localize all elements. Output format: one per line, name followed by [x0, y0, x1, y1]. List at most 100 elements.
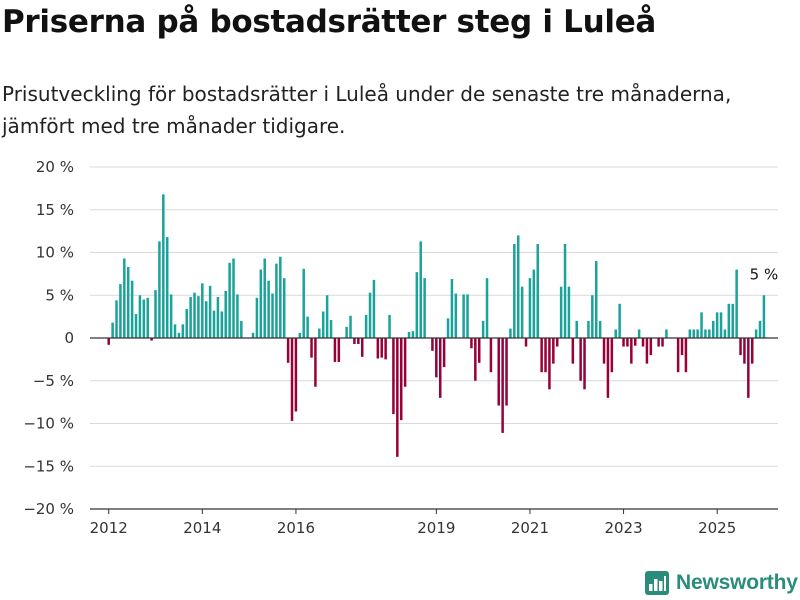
- bar: [310, 338, 313, 358]
- annotation: 5 %: [750, 265, 779, 283]
- bar: [364, 314, 368, 338]
- bar: [193, 292, 196, 338]
- bar: [548, 338, 551, 390]
- bar-chart: 2012 2014 2016 2019 2021 2023 2025 20 % 15 % 10 …: [23, 158, 779, 537]
- bar: [177, 332, 181, 338]
- bar: [513, 243, 516, 338]
- bar: [731, 303, 734, 338]
- bar: [715, 312, 719, 338]
- bar: [189, 296, 192, 338]
- grid-lines: [90, 166, 778, 510]
- bar: [119, 284, 122, 338]
- bar: [360, 338, 364, 357]
- bar: [419, 241, 422, 338]
- bar: [329, 320, 333, 338]
- bar: [212, 310, 216, 338]
- bar: [626, 338, 629, 347]
- bar: [645, 338, 649, 364]
- bar: [657, 338, 660, 347]
- bar: [610, 338, 614, 373]
- bar: [591, 295, 594, 338]
- y-tick-label: 10 %: [36, 244, 74, 262]
- bar: [286, 338, 290, 363]
- bar: [567, 286, 571, 338]
- bar: [661, 338, 664, 347]
- bar: [563, 243, 567, 338]
- bar: [637, 329, 641, 338]
- bar: [723, 329, 727, 338]
- bar: [130, 280, 134, 338]
- bar: [524, 338, 528, 347]
- bar: [204, 301, 208, 338]
- bar: [259, 269, 263, 338]
- bar: [407, 332, 411, 338]
- bar: [676, 338, 680, 373]
- bar: [618, 303, 621, 338]
- bar: [544, 338, 547, 373]
- bar: [684, 338, 688, 373]
- bar: [509, 328, 512, 338]
- bar: [579, 338, 582, 381]
- y-axis-labels: 20 % 15 % 10 % 5 % 0 −5 % −10 % −15 % −20 %: [23, 158, 74, 518]
- bar: [762, 295, 766, 338]
- bar: [739, 338, 742, 356]
- bar: [154, 290, 157, 338]
- bar: [165, 237, 169, 338]
- bar: [372, 279, 376, 338]
- bar: [552, 338, 555, 364]
- bar: [692, 329, 695, 338]
- y-tick-label: −10 %: [23, 415, 74, 433]
- bar: [614, 329, 617, 338]
- bar: [236, 294, 239, 338]
- bar: [602, 338, 606, 364]
- bar: [575, 320, 578, 338]
- bar: [583, 338, 586, 390]
- bar: [306, 316, 309, 339]
- bar: [150, 338, 153, 341]
- bar: [415, 272, 419, 338]
- bar: [435, 338, 438, 378]
- bar: [501, 338, 504, 433]
- bar: [747, 338, 750, 398]
- bar: [411, 331, 415, 338]
- bar: [481, 320, 485, 338]
- bar: [520, 286, 524, 338]
- bar: [727, 303, 731, 338]
- bar: [454, 293, 458, 338]
- bar: [325, 295, 329, 338]
- bar: [489, 338, 493, 373]
- bar: [719, 312, 723, 338]
- chart-subtitle: Prisutveckling för bostadsrätter i Luleå…: [2, 82, 732, 138]
- bar: [587, 320, 590, 338]
- bar: [423, 278, 426, 338]
- x-tick-label: 2021: [511, 519, 549, 537]
- x-tick-label: 2016: [277, 519, 315, 537]
- bar: [528, 278, 532, 338]
- bar: [255, 297, 259, 338]
- bar: [134, 314, 138, 338]
- bar: [743, 338, 746, 364]
- bar: [142, 299, 146, 338]
- bar: [704, 329, 707, 338]
- bar: [696, 329, 699, 338]
- bar: [298, 332, 302, 338]
- bar: [181, 324, 185, 338]
- bar: [376, 338, 380, 359]
- bar: [606, 338, 610, 398]
- bar: [368, 292, 372, 338]
- bar: [392, 338, 395, 415]
- bars: [107, 194, 766, 457]
- bar: [228, 262, 231, 338]
- y-tick-label: −15 %: [23, 457, 74, 475]
- bar: [349, 315, 352, 338]
- bar: [314, 338, 317, 387]
- bar: [388, 314, 391, 338]
- bar: [630, 338, 633, 364]
- bar: [477, 338, 481, 363]
- bar: [173, 324, 177, 338]
- bar: [700, 312, 703, 338]
- chart-title: Priserna på bostadsrätter steg i Luleå: [2, 4, 657, 40]
- bar: [688, 329, 692, 338]
- bar: [754, 329, 758, 338]
- bar: [251, 332, 255, 338]
